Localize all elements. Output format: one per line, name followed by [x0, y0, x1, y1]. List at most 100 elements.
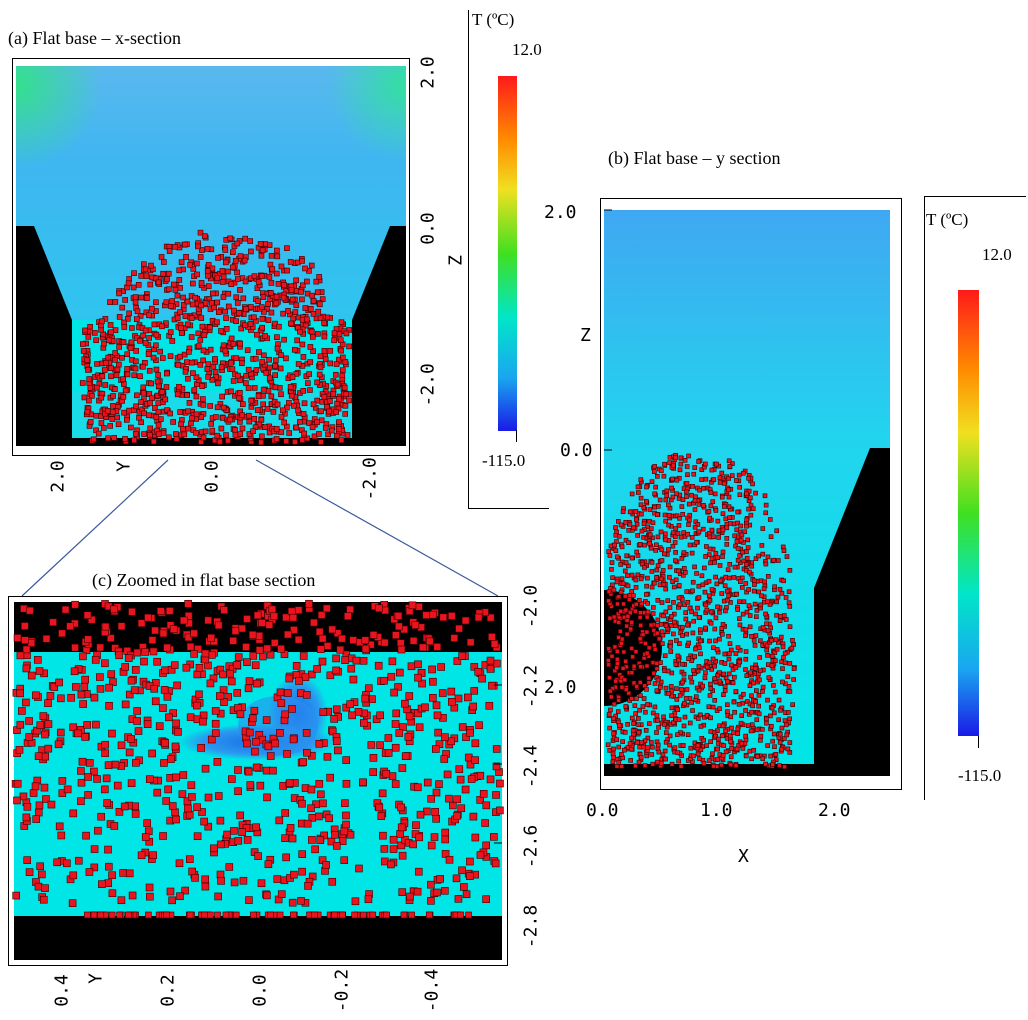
particle — [493, 659, 501, 668]
particle — [32, 815, 41, 823]
particle — [614, 737, 620, 742]
particle — [445, 855, 454, 864]
particle — [654, 713, 660, 718]
particle — [315, 812, 323, 821]
particle — [125, 280, 132, 287]
particle — [299, 282, 306, 289]
particle — [295, 677, 303, 685]
particle — [695, 522, 701, 527]
particle — [620, 581, 626, 587]
particle — [320, 831, 328, 840]
particle — [609, 567, 614, 572]
particle — [675, 531, 681, 536]
particle — [706, 509, 712, 514]
particle — [55, 822, 64, 831]
particle — [181, 431, 188, 438]
particle — [90, 436, 97, 443]
particle — [714, 461, 719, 467]
particle — [482, 801, 491, 810]
particle — [239, 876, 248, 885]
colorbar-b-frame — [924, 196, 1026, 800]
particle — [166, 887, 175, 896]
particle — [142, 327, 149, 334]
particle — [97, 812, 105, 821]
particle — [709, 556, 715, 562]
particle — [655, 617, 661, 623]
particle — [121, 409, 127, 416]
particle — [160, 270, 166, 277]
particle — [778, 634, 784, 640]
particle — [212, 356, 218, 362]
particle — [35, 801, 44, 810]
particle — [280, 294, 287, 301]
particle — [216, 870, 225, 879]
particle — [770, 762, 776, 767]
particle — [432, 701, 441, 710]
particle — [204, 616, 213, 625]
particle — [41, 752, 50, 761]
particle — [292, 439, 298, 445]
particle — [631, 680, 637, 686]
particle — [293, 424, 300, 431]
particle — [142, 340, 149, 346]
particle — [421, 703, 429, 712]
particle — [771, 731, 777, 737]
particle — [654, 630, 660, 636]
particle — [722, 661, 728, 666]
particle — [36, 721, 45, 729]
particle — [629, 646, 634, 651]
particle — [109, 409, 116, 415]
particle — [634, 521, 640, 527]
particle — [327, 348, 334, 354]
particle — [696, 687, 702, 693]
particle — [104, 761, 113, 769]
particle — [218, 364, 225, 371]
particle — [743, 562, 749, 567]
particle — [140, 657, 148, 666]
particle — [644, 687, 649, 692]
particle — [746, 569, 752, 575]
particle — [767, 517, 773, 522]
particle — [108, 373, 114, 380]
particle — [315, 780, 324, 788]
panel-b-x-tick: 2.0 — [818, 800, 851, 821]
particle — [743, 633, 748, 639]
panel-b-right-wall — [814, 448, 890, 776]
particle — [273, 357, 279, 364]
particle — [756, 589, 761, 595]
particle — [661, 473, 667, 479]
particle — [656, 636, 662, 642]
particle — [735, 607, 741, 612]
particle — [768, 625, 773, 631]
particle — [719, 470, 725, 476]
particle — [115, 361, 122, 368]
particle — [637, 636, 643, 642]
particle — [360, 719, 368, 727]
particle — [198, 302, 204, 309]
particle — [660, 568, 666, 573]
particle — [736, 702, 742, 707]
particle — [637, 615, 643, 620]
particle — [63, 785, 72, 794]
particle — [453, 795, 461, 804]
particle — [627, 509, 633, 515]
particle — [85, 759, 94, 767]
particle — [295, 407, 301, 414]
particle — [413, 783, 422, 792]
particle — [635, 533, 640, 538]
particle — [167, 353, 174, 359]
particle — [707, 693, 713, 698]
particle — [746, 475, 751, 481]
particle — [618, 522, 624, 528]
particle — [658, 576, 664, 582]
particle — [740, 691, 746, 697]
particle — [696, 615, 702, 620]
particle — [147, 281, 154, 288]
particle — [684, 481, 690, 486]
particle — [703, 461, 708, 467]
particle — [727, 651, 732, 657]
particle — [12, 891, 21, 900]
particle — [394, 612, 403, 620]
particle — [758, 733, 764, 739]
particle — [715, 555, 720, 560]
